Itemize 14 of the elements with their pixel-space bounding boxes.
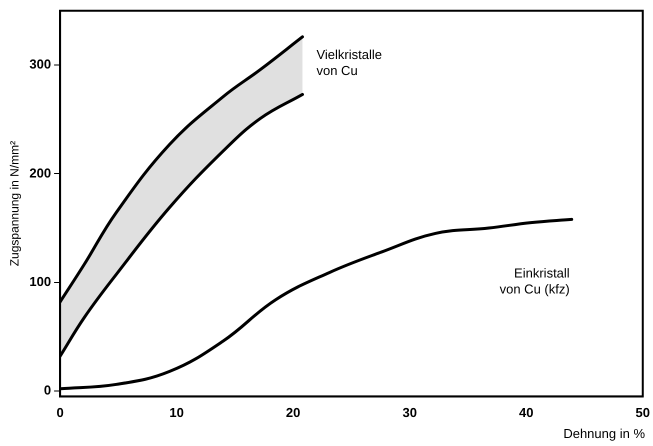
y-tick-label: 0 (44, 382, 52, 398)
y-axis-title: Zugspannung in N/mm² (8, 140, 22, 266)
x-axis-title: Dehnung in % (563, 426, 646, 441)
y-tick-label: 300 (29, 56, 52, 72)
x-tick-label: 10 (169, 404, 184, 420)
text: Einkristall von Cu (kfz) (500, 265, 570, 296)
x-tick-label: 40 (519, 404, 534, 420)
x-tick-label: 50 (636, 404, 650, 420)
series-label: Vielkristalle von Cu (316, 46, 382, 78)
y-tick-label: 200 (29, 165, 52, 180)
x-tick-label: 0 (56, 404, 64, 420)
x-tick-label: 20 (286, 404, 300, 420)
x-tick-label: 30 (402, 404, 417, 420)
y-tick-label: 100 (29, 274, 52, 289)
